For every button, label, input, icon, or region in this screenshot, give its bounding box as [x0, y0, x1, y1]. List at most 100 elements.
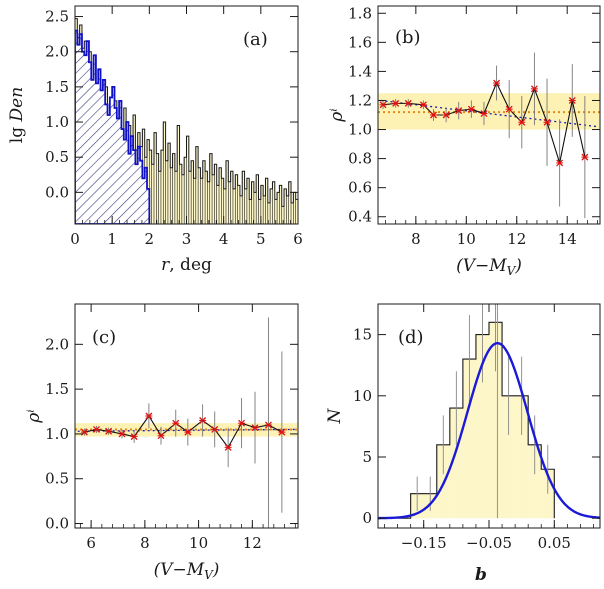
x-tick-label: 8: [140, 534, 150, 552]
x-tick-label: 12: [507, 230, 526, 248]
x-tick-label: 6: [86, 534, 96, 552]
data-point: [392, 99, 400, 107]
y-tick-label: 10: [353, 387, 372, 405]
hist-bar: [515, 395, 529, 519]
panel-label: (c): [92, 327, 116, 348]
trend-line: [77, 428, 296, 432]
data-point: [92, 425, 100, 433]
y-tick-label: 1.4: [348, 62, 372, 80]
data-point: [556, 159, 564, 167]
gaussian-fit-curve: [378, 341, 600, 520]
x-tick-label: 3: [182, 230, 192, 248]
y-tick-label: 1.5: [45, 78, 69, 96]
data-point: [172, 419, 180, 427]
data-point: [455, 107, 463, 115]
hist-bar: [475, 334, 489, 519]
data-point: [157, 432, 165, 440]
y-tick-label: 2.0: [45, 335, 69, 353]
y-tick-label: 0.0: [45, 515, 69, 533]
data-point: [264, 421, 272, 429]
x-tick-label: 0.05: [538, 534, 571, 552]
x-tick-label: 2: [145, 230, 155, 248]
panel-frame: [377, 5, 601, 225]
x-tick-label: −0.15: [401, 534, 447, 552]
data-point: [442, 111, 450, 119]
data-point: [184, 428, 192, 436]
data-point: [105, 427, 113, 435]
data-point: [493, 79, 501, 87]
panel-b: 8 10 12 14 0.4 0.6 0.8 1.0 1.2 1.4 1.6 1.8 (V−MV) ρⁱ (…: [327, 4, 601, 278]
data-point: [568, 97, 576, 104]
hist-bar: [528, 444, 542, 519]
x-axis-label: r, deg: [161, 255, 212, 275]
data-point: [211, 425, 219, 433]
data-point: [278, 428, 286, 436]
plot-area-b: [378, 52, 600, 219]
plot-area-a: [75, 18, 298, 224]
y-tick-label: 15: [353, 326, 372, 344]
hist-outline: [397, 321, 555, 519]
data-point: [467, 105, 475, 113]
y-tick-label: 1.0: [45, 425, 69, 443]
panel-a: 0 1 2 3 4 5 6 0.0 0.5 1.0 1.5 2.0 2.5 r, deg lg Den (a): [7, 5, 303, 275]
y-axis-label: lg Den: [7, 87, 27, 143]
hist-bar: [489, 322, 503, 519]
x-axis-label: (V−MV): [154, 560, 220, 582]
histogram-inner: [75, 29, 151, 224]
y-tick-label: 2.0: [45, 43, 69, 61]
x-tick-label: −0.05: [466, 534, 512, 552]
data-point: [251, 424, 259, 432]
y-tick-label: 0.5: [45, 148, 69, 166]
y-tick-label: 0.8: [348, 150, 372, 168]
y-tick-label: 0: [362, 509, 372, 527]
series-line: [84, 415, 283, 449]
x-tick-label: 0: [70, 230, 80, 248]
x-tick-label: 14: [558, 230, 577, 248]
panel-label: (b): [395, 27, 421, 48]
data-point: [199, 417, 207, 424]
y-tick-label: 1.2: [348, 91, 372, 109]
y-tick-label: 1.0: [348, 121, 372, 139]
data-point: [145, 412, 153, 420]
hist-bar: [502, 395, 516, 519]
data-point: [224, 443, 232, 451]
y-tick-label: 5: [362, 448, 372, 466]
x-tick-label: 1: [107, 230, 117, 248]
x-tick-label: 10: [457, 230, 476, 248]
x-tick-label: 6: [293, 230, 303, 248]
data-point: [581, 153, 589, 161]
panel-d: −0.15 −0.05 0.05 0 5 10 15 b N (d): [325, 303, 601, 585]
data-point: [379, 101, 387, 109]
data-point: [505, 105, 513, 113]
x-tick-label: 5: [256, 230, 266, 248]
y-tick-label: 0.0: [45, 183, 69, 201]
data-point: [238, 419, 246, 427]
panel-c: 6 8 10 12 0.0 0.5 1.0 1.5 2.0 (V−MV) ρⁱ (c): [24, 303, 299, 582]
x-tick-label: 4: [219, 230, 229, 248]
plot-area-c: [75, 317, 298, 528]
data-point: [419, 101, 427, 109]
data-point: [404, 99, 412, 107]
data-point: [130, 433, 138, 441]
y-axis-label: N: [325, 407, 345, 424]
y-tick-label: 1.0: [45, 113, 69, 131]
x-tick-label: 8: [411, 230, 421, 248]
y-tick-label: 0.4: [348, 208, 372, 226]
y-tick-label: 1.6: [348, 33, 372, 51]
y-axis-label: ρⁱ: [327, 108, 347, 122]
x-tick-label: 12: [243, 534, 262, 552]
x-axis-label: b: [475, 565, 487, 585]
y-tick-label: 2.5: [45, 8, 69, 26]
data-point: [430, 111, 437, 119]
plot-area-d: [378, 304, 600, 520]
y-tick-label: 0.6: [348, 179, 372, 197]
data-point: [530, 85, 538, 93]
y-tick-label: 0.5: [45, 470, 69, 488]
data-point: [518, 118, 526, 126]
trend-line: [380, 99, 598, 128]
panel-frame: [74, 303, 299, 529]
data-point: [480, 110, 488, 118]
data-point: [543, 118, 551, 126]
panel-label: (a): [243, 29, 268, 50]
